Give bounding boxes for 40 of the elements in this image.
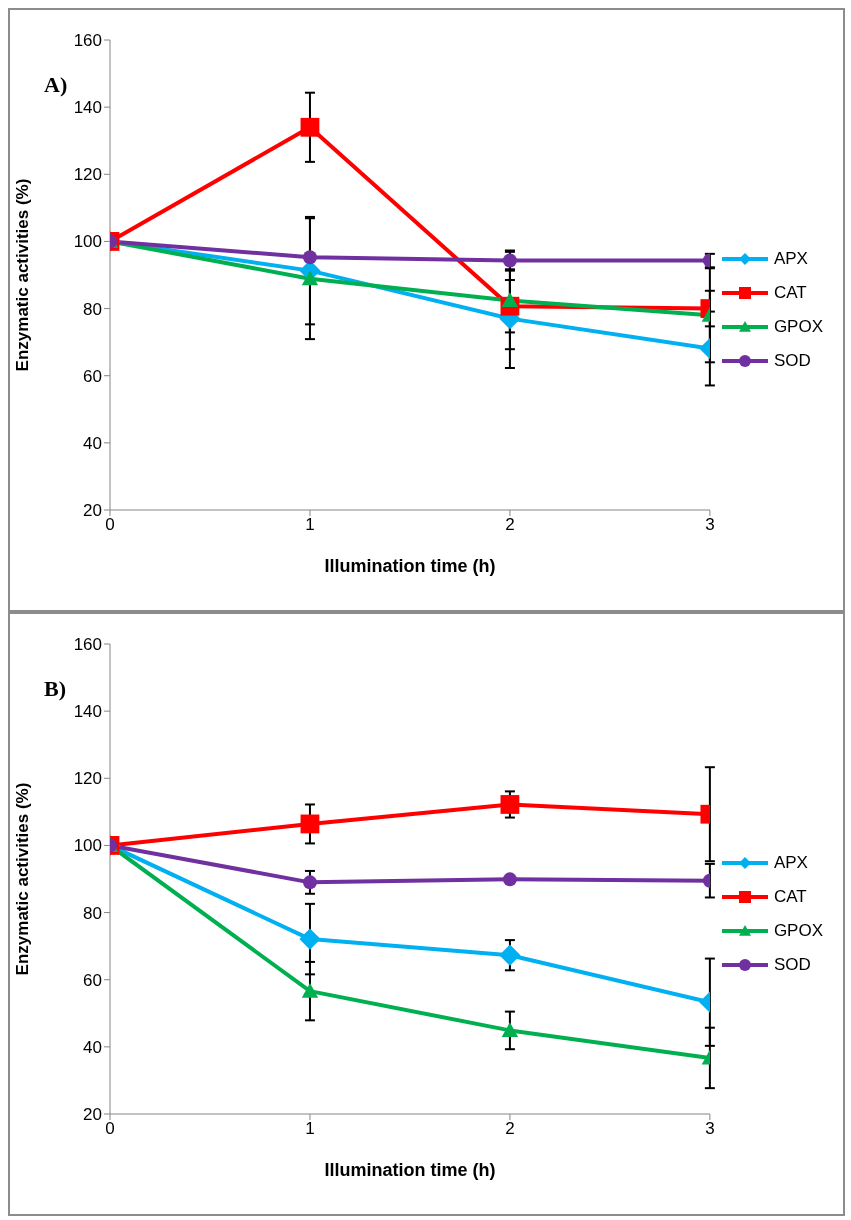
x-tick-label: 3 bbox=[705, 1119, 715, 1139]
y-tick-label: 140 bbox=[73, 98, 102, 118]
y-tick-label: 40 bbox=[83, 1037, 102, 1057]
x-tick-label: 0 bbox=[105, 1119, 115, 1139]
legend-label: SOD bbox=[773, 955, 811, 975]
point bbox=[499, 944, 521, 966]
y-tick-label: 40 bbox=[83, 433, 102, 453]
y-tick-label: 120 bbox=[73, 769, 102, 789]
y-axis-title: Enzymatic activities (%) bbox=[13, 782, 33, 976]
y-tick-label: 100 bbox=[73, 836, 102, 856]
legend-label: CAT bbox=[773, 887, 807, 907]
x-tick-label: 3 bbox=[705, 515, 715, 535]
legend-label: CAT bbox=[773, 283, 807, 303]
y-tick-label: 80 bbox=[83, 903, 102, 923]
y-tick-label: 20 bbox=[83, 501, 102, 521]
y-tick-label: 20 bbox=[83, 1105, 102, 1125]
x-tick-label: 0 bbox=[105, 515, 115, 535]
y-tick-label: 160 bbox=[73, 635, 102, 655]
text: B) bbox=[44, 676, 66, 702]
legend-label: APX bbox=[773, 249, 808, 269]
legend-label: GPOX bbox=[773, 921, 823, 941]
text: A) bbox=[44, 72, 68, 98]
legend-label: GPOX bbox=[773, 317, 823, 337]
y-tick-label: 100 bbox=[73, 232, 102, 252]
x-axis-title: Illumination time (h) bbox=[324, 556, 496, 576]
legend-label: APX bbox=[773, 853, 808, 873]
point bbox=[299, 928, 321, 950]
y-axis-title: Enzymatic activities (%) bbox=[13, 178, 33, 372]
x-tick-label: 2 bbox=[505, 1119, 515, 1139]
legend-label: SOD bbox=[773, 351, 811, 371]
y-tick-label: 60 bbox=[83, 970, 102, 990]
y-tick-label: 60 bbox=[83, 366, 102, 386]
x-tick-label: 1 bbox=[305, 1119, 315, 1139]
x-tick-label: 2 bbox=[505, 515, 515, 535]
x-axis-title: Illumination time (h) bbox=[324, 1160, 496, 1180]
y-tick-label: 140 bbox=[73, 702, 102, 722]
x-tick-label: 1 bbox=[305, 515, 315, 535]
y-tick-label: 80 bbox=[83, 299, 102, 319]
y-tick-label: 160 bbox=[73, 31, 102, 51]
y-tick-label: 120 bbox=[73, 165, 102, 185]
